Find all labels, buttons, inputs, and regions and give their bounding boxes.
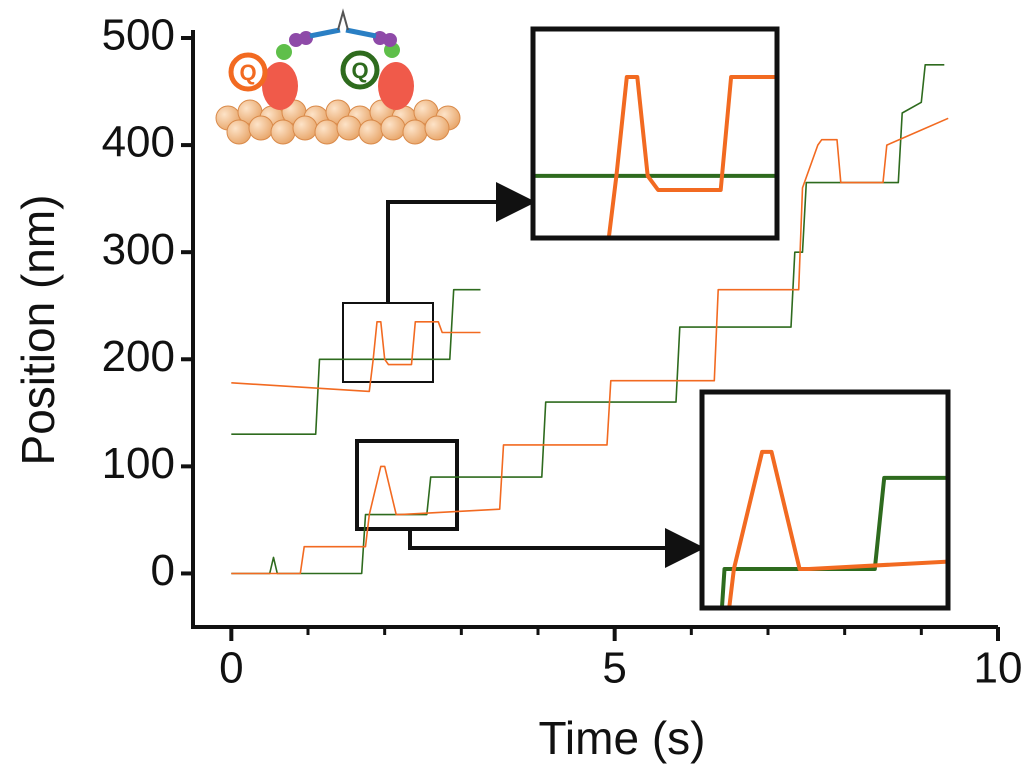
y-tick-label: 300 bbox=[102, 225, 175, 274]
x-axis-label: Time (s) bbox=[539, 712, 706, 764]
x-tick-label: 10 bbox=[974, 644, 1023, 693]
annotation: Q bbox=[351, 58, 368, 83]
illustration: Q Q bbox=[215, 8, 461, 145]
inset bbox=[719, 449, 948, 608]
y-tick-label: 400 bbox=[102, 118, 175, 167]
inset-trace bbox=[727, 449, 948, 608]
y-tick-label: 100 bbox=[102, 439, 175, 488]
trace bbox=[231, 64, 945, 575]
inset-trace bbox=[606, 75, 777, 238]
y-tick-label: 200 bbox=[102, 332, 175, 381]
y-tick-label: 0 bbox=[151, 546, 175, 595]
x-tick-label: 5 bbox=[602, 644, 626, 693]
trace bbox=[231, 288, 481, 435]
inset-background bbox=[533, 29, 777, 238]
zoom-boxes bbox=[342, 182, 705, 568]
inset bbox=[533, 75, 777, 238]
trace bbox=[231, 117, 949, 575]
trace bbox=[231, 321, 481, 393]
y-axis-label: Position (nm) bbox=[12, 195, 64, 466]
x-tick-label: 0 bbox=[219, 644, 243, 693]
y-tick-label: 500 bbox=[102, 11, 175, 60]
annotation: Q bbox=[239, 60, 256, 85]
inset-frame bbox=[530, 26, 780, 241]
inset-background bbox=[702, 392, 948, 608]
inset-frame bbox=[699, 389, 951, 611]
plot-lines bbox=[231, 64, 949, 575]
